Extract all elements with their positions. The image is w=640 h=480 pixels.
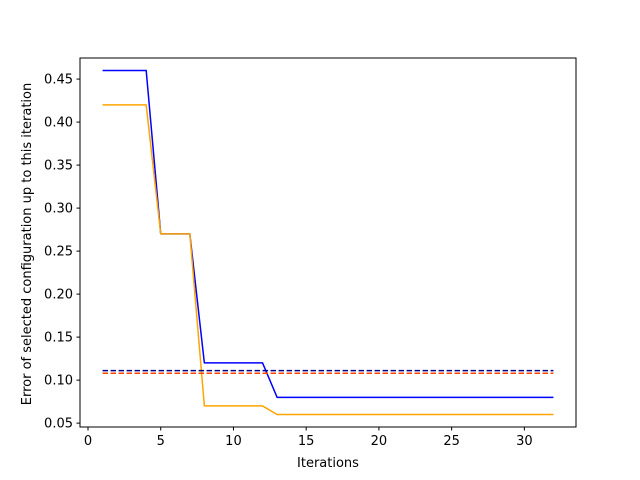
axes-layer: 0 5 10 15 20 25 30 0.05 0.10 0.15 0.20 0.25 0.30 0.35…	[44, 57, 577, 449]
y-tick-label: 0.25	[44, 245, 73, 260]
plot-frame	[79, 57, 577, 428]
y-tick-label: 0.40	[44, 116, 73, 131]
y-axis-label: Error of selected configuration up to th…	[20, 83, 35, 405]
series-line-2	[102, 104, 554, 416]
x-tick-label: 15	[298, 434, 315, 449]
x-tick-label: 25	[443, 434, 460, 449]
x-tick-label: 20	[371, 434, 388, 449]
x-tick-label: 30	[516, 434, 533, 449]
x-tick-label: 0	[84, 434, 92, 449]
y-tick-label: 0.15	[44, 331, 73, 346]
x-tick-label: 10	[225, 434, 242, 449]
x-tick-label: 5	[157, 434, 165, 449]
y-tick-label: 0.45	[44, 73, 73, 88]
y-tick-label: 0.30	[44, 202, 73, 217]
y-tick-label: 0.20	[44, 288, 73, 303]
x-axis-label: Iterations	[297, 456, 359, 471]
series-layer	[102, 69, 554, 416]
y-tick-label: 0.35	[44, 159, 73, 174]
y-tick-label: 0.10	[44, 374, 73, 389]
y-tick-label: 0.05	[44, 417, 73, 432]
